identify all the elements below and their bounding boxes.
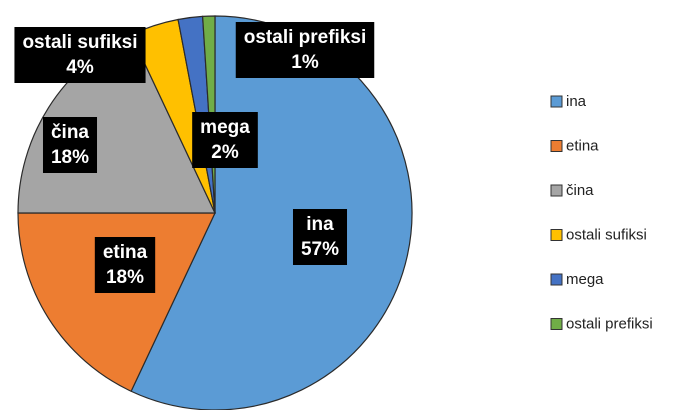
- data-label-value: 4%: [66, 57, 94, 78]
- data-label-name: ina: [306, 214, 334, 235]
- data-label-box: [94, 237, 156, 293]
- legend-swatch: [550, 229, 563, 241]
- data-label: čina 18%: [42, 117, 98, 173]
- legend-swatch: [550, 318, 563, 330]
- legend-label: etina: [566, 137, 599, 154]
- data-label-name: etina: [103, 242, 148, 263]
- pie-slice: [17, 212, 216, 393]
- legend-swatch: [550, 273, 563, 286]
- data-label-value: 1%: [291, 52, 319, 73]
- data-label: ina 57%: [292, 209, 348, 265]
- data-label-value: 18%: [51, 147, 89, 168]
- data-label: ostali prefiksi 1%: [235, 22, 375, 78]
- data-label-value: 57%: [301, 239, 339, 260]
- legend-swatch: [550, 140, 563, 152]
- data-label-name: čina: [51, 122, 89, 143]
- legend-swatch: [550, 95, 563, 108]
- data-label: mega 2%: [192, 112, 258, 168]
- data-label: etina 18%: [94, 237, 156, 293]
- data-label-box: [42, 117, 98, 173]
- data-label-box: [292, 209, 348, 265]
- legend-label: ina: [566, 93, 587, 110]
- data-label-name: ostali prefiksi: [244, 27, 367, 48]
- legend-label: mega: [566, 271, 604, 288]
- legend-label: ostali sufiksi: [566, 226, 647, 243]
- legend-label: čina: [566, 182, 594, 199]
- data-label-box: [192, 112, 258, 168]
- data-label-box: [235, 22, 375, 78]
- legend-swatch: [550, 184, 563, 197]
- data-label-box: [14, 27, 146, 83]
- legend-label: ostali prefiksi: [566, 315, 653, 332]
- data-label-value: 18%: [106, 267, 144, 288]
- data-label-name: mega: [200, 117, 250, 138]
- data-label: ostali sufiksi 4%: [14, 27, 146, 83]
- data-label-value: 2%: [211, 142, 239, 163]
- data-label-name: ostali sufiksi: [22, 32, 137, 53]
